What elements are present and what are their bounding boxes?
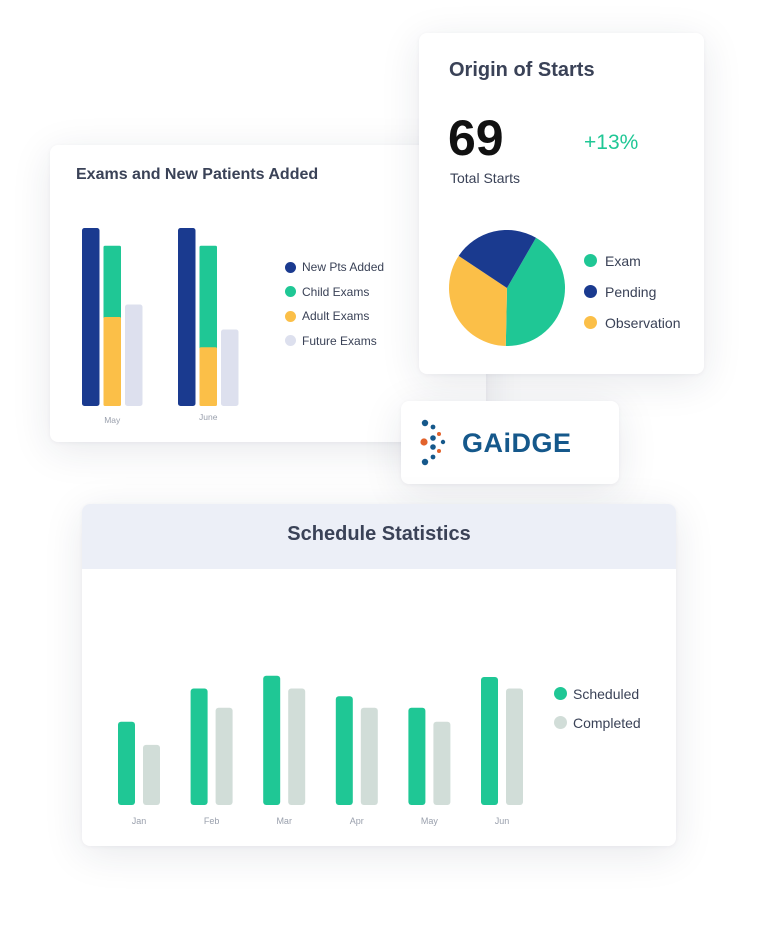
exams-bar-chart: May June <box>82 228 239 425</box>
bar-scheduled-may <box>408 707 426 805</box>
bar-scheduled-feb <box>190 688 208 805</box>
legend-label: Scheduled <box>573 685 640 702</box>
gaidge-logo-text: GAiDGE <box>462 428 572 458</box>
legend-label: Completed <box>573 714 641 731</box>
legend-dot-adult-exams <box>285 310 296 322</box>
x-tick-label: Jan <box>132 816 147 826</box>
x-tick-label: Jun <box>495 816 510 826</box>
bar-child-exams-june <box>199 245 217 350</box>
legend-dot-observation <box>584 316 597 329</box>
bar-new-pts-added-june <box>178 228 196 406</box>
legend-dot-new-pts-added <box>285 261 296 273</box>
x-tick-label: Mar <box>276 816 292 826</box>
bar-child-exams-may <box>103 245 121 319</box>
legend-label: Pending <box>605 283 657 300</box>
bar-scheduled-jun <box>481 677 498 805</box>
legend-dot-future-exams <box>285 335 296 347</box>
origin-chart-title: Origin of Starts <box>449 59 595 81</box>
bar-completed-apr <box>360 707 378 805</box>
x-tick-label: June <box>199 412 218 422</box>
legend-label: Exam <box>605 252 641 269</box>
exams-card: Exams and New Patients Added May June New… <box>50 145 486 442</box>
exams-legend: New Pts Added Child Exams Adult Exams Fu… <box>285 255 384 353</box>
pie-slice-pending <box>458 229 536 288</box>
exams-chart-title: Exams and New Patients Added <box>76 166 319 183</box>
total-starts-value: 69 <box>448 110 504 166</box>
x-tick-label: Apr <box>350 816 364 826</box>
x-tick-label: Feb <box>204 816 220 826</box>
growth-percentage: +13% <box>584 131 639 154</box>
bar-completed-feb <box>215 707 233 805</box>
legend-item-scheduled: Scheduled <box>554 679 641 708</box>
legend-item-child-exams: Child Exams <box>285 280 384 305</box>
origin-card: Origin of Starts 69 Total Starts +13% Ex… <box>419 33 704 374</box>
bar-adult-exams-may <box>103 317 121 406</box>
bar-new-pts-added-may <box>82 228 100 406</box>
bar-future-exams-june <box>221 329 239 406</box>
x-tick-label: May <box>421 816 439 826</box>
bar-completed-may <box>433 721 451 805</box>
x-tick-label: May <box>104 415 121 425</box>
pie-slice-observation <box>448 255 507 346</box>
bar-completed-mar <box>288 688 306 805</box>
schedule-bar-chart: Jan Feb Mar Apr May Jun <box>118 675 523 826</box>
bar-scheduled-mar <box>263 675 281 805</box>
legend-item-pending: Pending <box>584 276 680 307</box>
legend-item-exam: Exam <box>584 245 680 276</box>
schedule-chart-title: Schedule Statistics <box>287 523 471 545</box>
legend-label: Adult Exams <box>302 309 370 324</box>
schedule-header: Schedule Statistics <box>82 504 676 569</box>
schedule-legend: Scheduled Completed <box>554 679 641 737</box>
legend-item-adult-exams: Adult Exams <box>285 304 384 329</box>
gaidge-logo-icon <box>420 419 446 466</box>
schedule-card: Schedule Statistics Jan Feb Mar Apr May Jun S… <box>82 504 676 846</box>
origin-pie-chart <box>448 229 566 347</box>
bar-completed-jun <box>506 688 523 805</box>
logo-card: GAiDGE <box>401 401 619 484</box>
pie-slice-exam <box>505 237 566 347</box>
bar-completed-jan <box>143 744 160 805</box>
origin-legend: Exam Pending Observation <box>584 245 680 338</box>
legend-item-observation: Observation <box>584 307 680 338</box>
bar-adult-exams-june <box>199 347 217 406</box>
legend-label: Child Exams <box>302 284 370 299</box>
legend-label: Observation <box>605 314 681 331</box>
legend-label: Future Exams <box>302 333 377 348</box>
legend-dot-completed <box>554 716 567 729</box>
legend-item-future-exams: Future Exams <box>285 329 384 354</box>
bar-future-exams-may <box>125 304 143 406</box>
legend-item-new-pts-added: New Pts Added <box>285 255 384 280</box>
legend-dot-child-exams <box>285 286 296 298</box>
legend-label: New Pts Added <box>302 260 385 275</box>
legend-dot-exam <box>584 254 597 267</box>
legend-dot-pending <box>584 285 597 298</box>
legend-dot-scheduled <box>554 687 567 700</box>
bar-scheduled-jan <box>118 721 135 805</box>
total-starts-label: Total Starts <box>450 170 521 186</box>
bar-scheduled-apr <box>335 696 353 805</box>
legend-item-completed: Completed <box>554 708 641 737</box>
